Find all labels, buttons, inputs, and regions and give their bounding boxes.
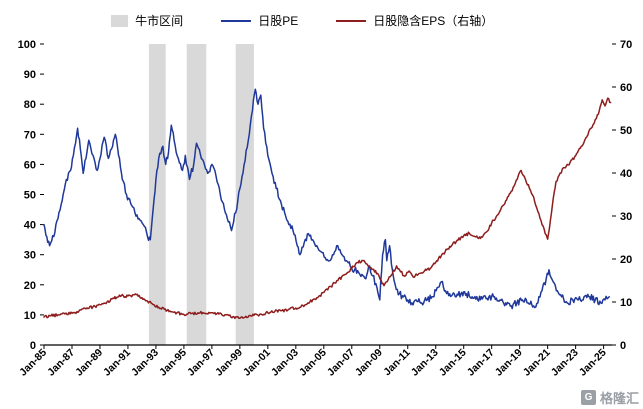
bull-band-swatch-icon — [111, 14, 129, 27]
y-right-label: 40 — [620, 168, 632, 180]
watermark-text: 格隆汇 — [599, 391, 639, 406]
x-tick-label: Jan-01 — [241, 347, 273, 379]
watermark-logo-icon: G — [580, 390, 596, 405]
watermark: G 格隆汇 — [580, 388, 639, 407]
x-tick-label: Jan-91 — [101, 347, 133, 379]
legend-label-pe: 日股PE — [258, 14, 299, 28]
pe-line — [43, 88, 610, 310]
x-tick-label: Jan-95 — [157, 347, 189, 379]
y-right-label: 60 — [620, 82, 632, 94]
x-tick-label: Jan-23 — [549, 347, 581, 379]
y-right-label: 50 — [620, 125, 632, 137]
x-tick-label: Jan-13 — [409, 347, 441, 379]
x-tick-label: Jan-25 — [577, 347, 609, 379]
x-tick-label: Jan-93 — [129, 347, 161, 379]
bull-market-band — [186, 44, 207, 345]
y-left-label: 90 — [24, 69, 36, 81]
x-tick-label: Jan-87 — [45, 347, 77, 379]
y-left-label: 70 — [24, 129, 36, 141]
legend-item-pe: 日股PE — [221, 12, 298, 29]
x-tick-label: Jan-07 — [325, 347, 357, 379]
pe-line-swatch-icon — [221, 19, 252, 22]
chart-legend: 牛市区间 日股PE 日股隐含EPS（右轴） — [111, 12, 493, 29]
x-tick-label: Jan-89 — [73, 347, 105, 379]
y-left-label: 100 — [18, 39, 36, 51]
y-left-label: 30 — [24, 250, 36, 262]
x-tick-label: Jan-09 — [353, 347, 385, 379]
x-tick-label: Jan-11 — [381, 347, 413, 379]
legend-label-bull: 牛市区间 — [135, 14, 184, 28]
y-left-label: 40 — [24, 220, 36, 232]
y-left-label: 50 — [24, 190, 36, 202]
y-right-label: 10 — [620, 297, 632, 309]
x-tick-label: Jan-03 — [269, 347, 301, 379]
bull-market-band — [148, 44, 166, 345]
y-right-label: 20 — [620, 254, 632, 266]
x-tick-label: Jan-05 — [297, 347, 329, 379]
y-left-label: 10 — [24, 310, 36, 322]
x-tick-label: Jan-21 — [521, 347, 553, 379]
x-tick-label: Jan-15 — [437, 347, 469, 379]
y-left-label: 0 — [30, 340, 36, 352]
y-right-label: 30 — [620, 211, 632, 223]
y-right-label: 70 — [620, 39, 632, 51]
y-left-label: 60 — [24, 159, 36, 171]
bull-market-band — [235, 44, 254, 345]
x-tick-label: Jan-99 — [213, 347, 245, 379]
legend-label-eps: 日股隐含EPS（右轴） — [373, 14, 494, 28]
y-left-label: 80 — [24, 99, 36, 111]
eps-line-swatch-icon — [336, 19, 367, 22]
y-left-label: 20 — [24, 280, 36, 292]
legend-item-eps: 日股隐含EPS（右轴） — [336, 12, 493, 29]
x-tick-label: Jan-97 — [185, 347, 217, 379]
eps-line — [43, 97, 612, 320]
y-right-label: 0 — [620, 340, 626, 352]
x-tick-label: Jan-17 — [465, 347, 497, 379]
legend-item-bull-band: 牛市区间 — [111, 12, 183, 29]
x-tick-label: Jan-19 — [493, 347, 525, 379]
